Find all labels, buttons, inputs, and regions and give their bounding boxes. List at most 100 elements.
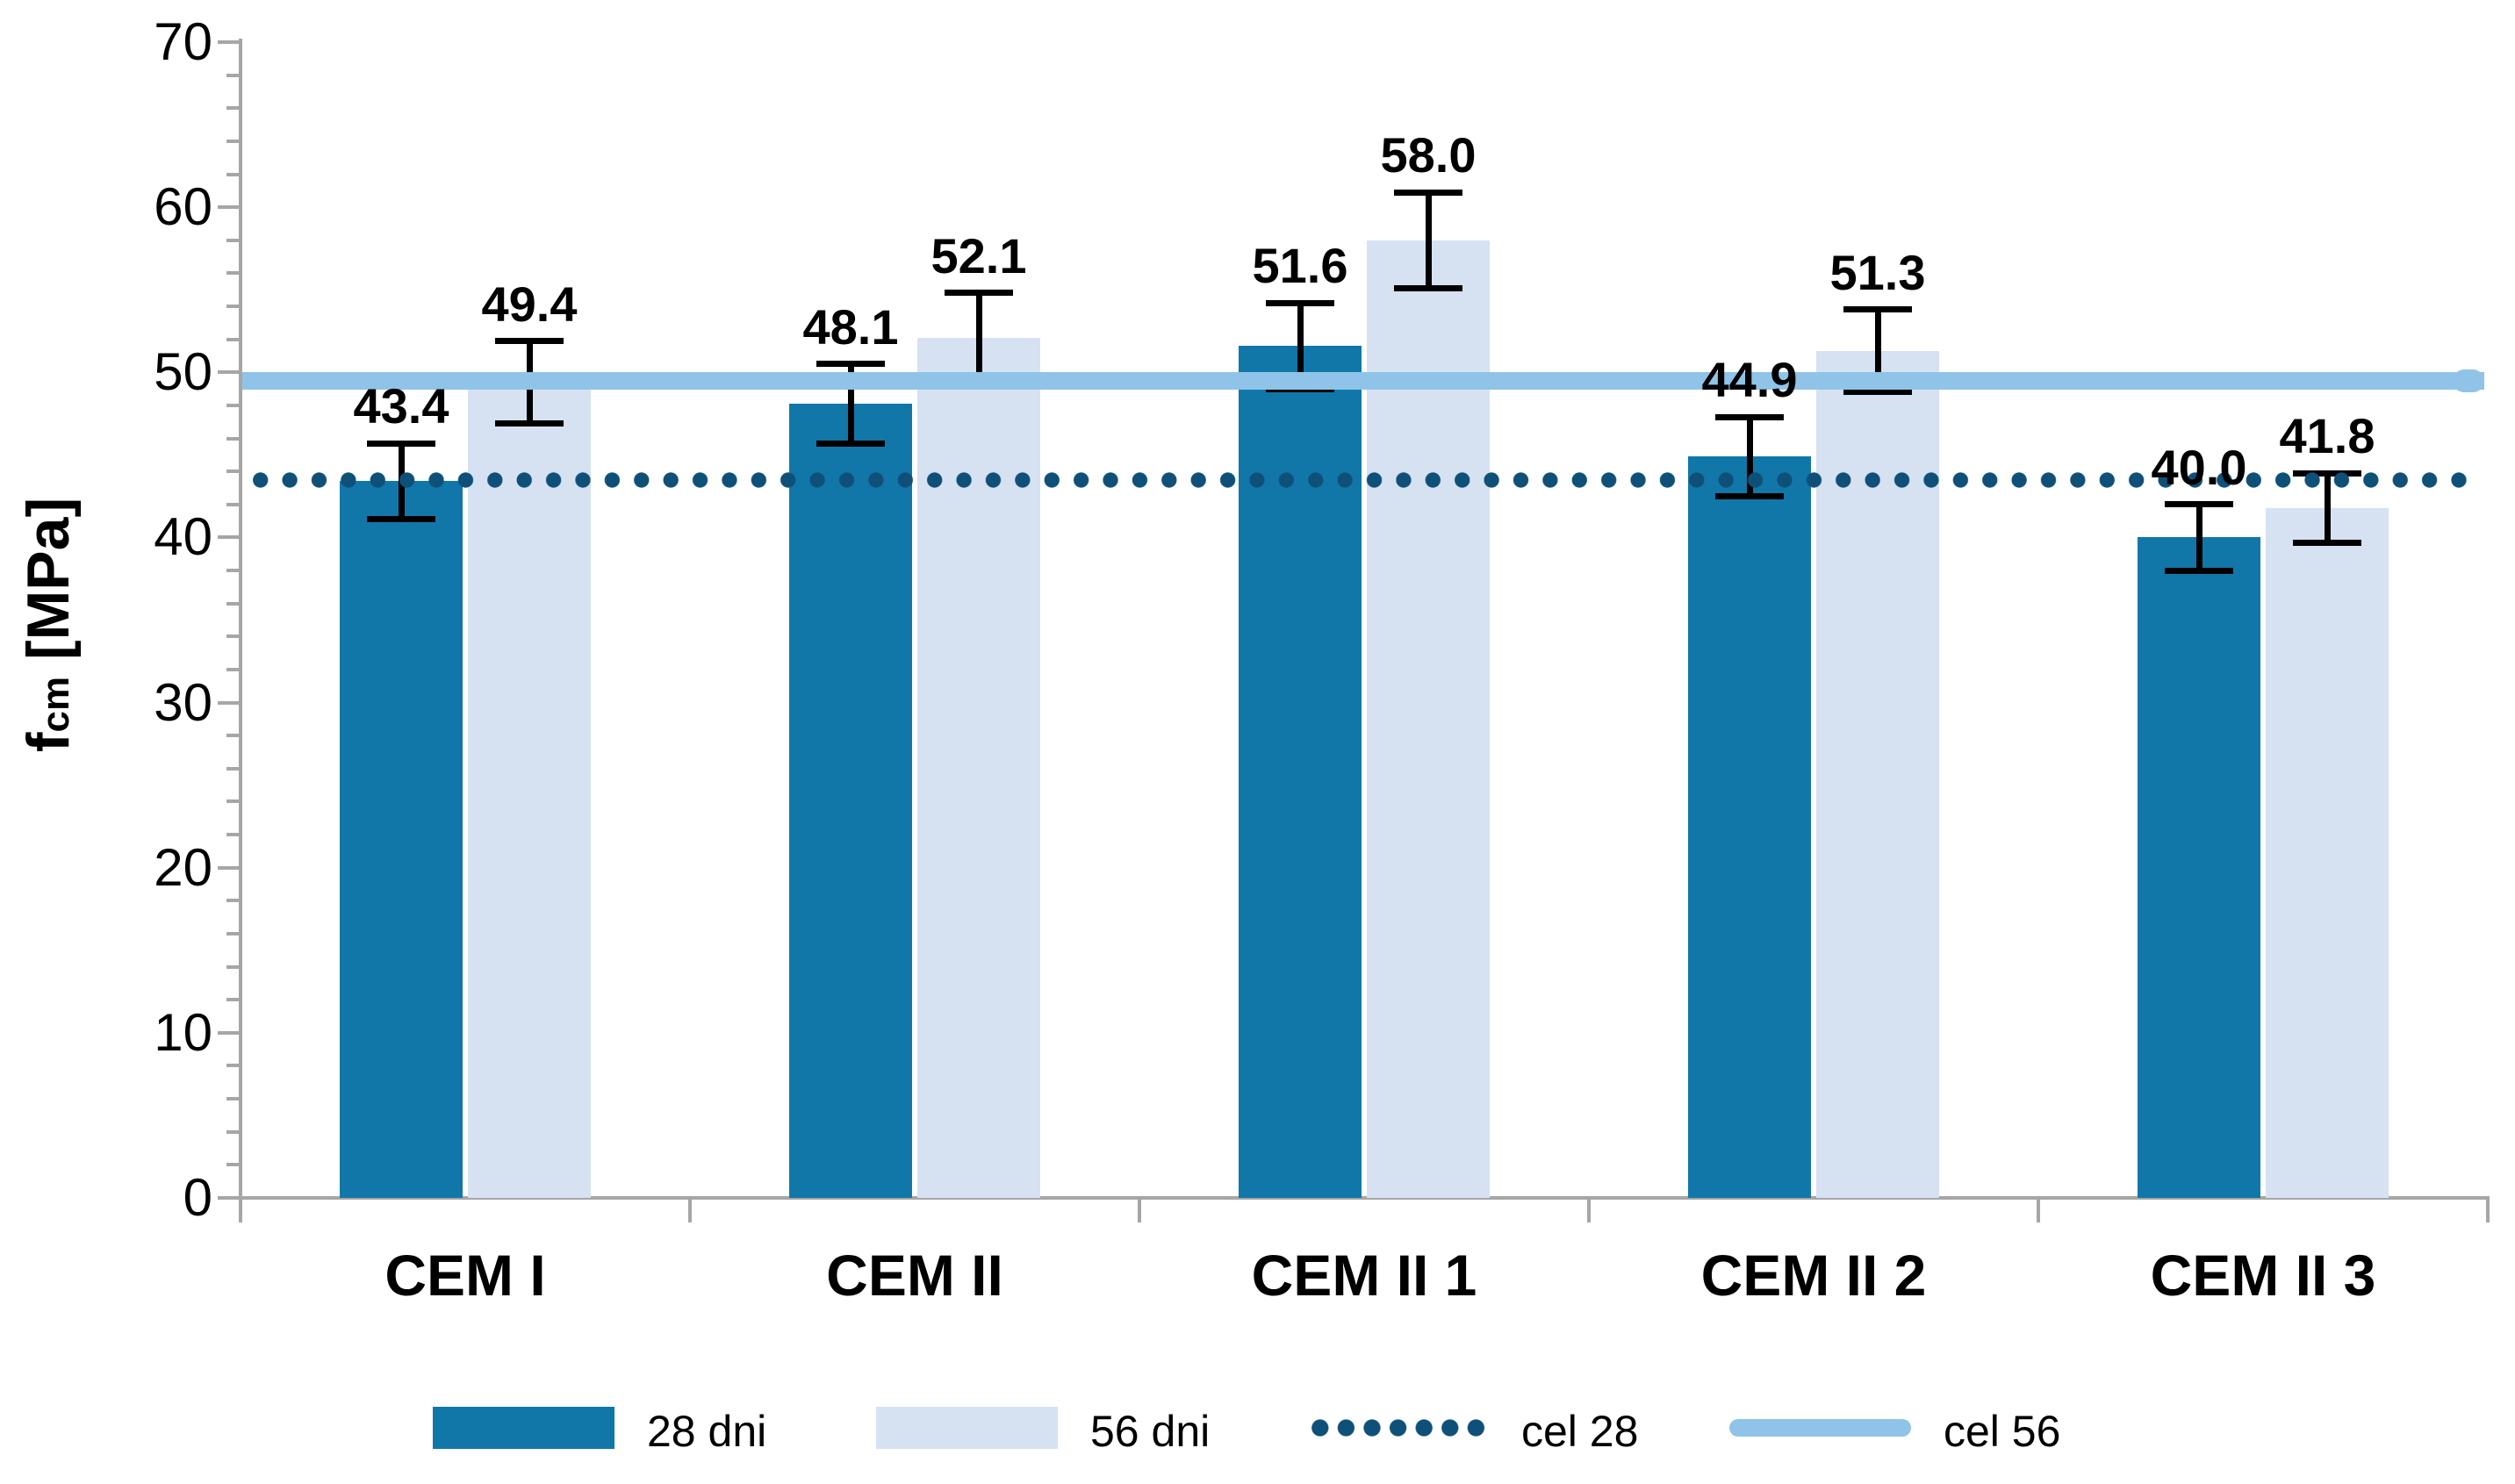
y-tick-label: 70 (154, 12, 212, 71)
bar-56dni-CEM-II-2 (1816, 350, 1939, 1198)
y-tick-label: 0 (183, 1168, 212, 1227)
data-label-28dni-CEM-II-1: 51.6 (1252, 238, 1348, 294)
y-minor-tick (226, 436, 241, 441)
y-minor-tick (226, 601, 241, 606)
error-bar-line (1425, 192, 1432, 289)
data-label-56dni-CEM-II-2: 51.3 (1829, 244, 1926, 300)
error-bar-cap-bottom (816, 440, 885, 447)
y-minor-tick (226, 998, 241, 1002)
y-axis-title-base: f (15, 732, 82, 753)
error-bar-cap-top (1266, 299, 1334, 306)
legend-label-cel-56: cel 56 (1944, 1407, 2061, 1456)
y-minor-tick (226, 766, 241, 771)
x-tick (688, 1198, 692, 1222)
error-bar-cap-bottom (1715, 492, 1784, 499)
y-minor-tick (226, 403, 241, 407)
data-label-28dni-CEM-I: 43.4 (353, 378, 449, 434)
error-bar-cap-top (2165, 501, 2233, 508)
y-minor-tick (226, 634, 241, 639)
data-label-28dni-CEM-II-2: 44.9 (1701, 352, 1798, 408)
y-tick-label: 40 (154, 507, 212, 567)
y-minor-tick (226, 833, 241, 837)
ref-line-cel-28 (246, 471, 2475, 488)
y-tick-label: 10 (154, 1002, 212, 1062)
data-label-28dni-CEM-II: 48.1 (802, 298, 899, 355)
error-bar-cap-top (945, 290, 1013, 297)
data-label-56dni-CEM-II: 52.1 (931, 227, 1027, 283)
legend-swatch-cel-28 (1307, 1419, 1489, 1437)
legend-swatch-56-dni (876, 1407, 1058, 1449)
y-minor-tick (226, 139, 241, 143)
bar-28dni-CEM-II (789, 404, 912, 1198)
y-minor-tick (226, 238, 241, 242)
error-bar-cap-bottom (495, 420, 564, 427)
error-bar-cap-bottom (1394, 284, 1462, 291)
y-major-tick (218, 1196, 241, 1200)
legend-swatch-cel-56 (1729, 1419, 1911, 1437)
x-tick (1138, 1198, 1141, 1222)
y-minor-tick (226, 1129, 241, 1134)
x-tick (2037, 1198, 2040, 1222)
error-bar-line (1297, 303, 1304, 390)
y-minor-tick (226, 271, 241, 276)
y-minor-tick (226, 931, 241, 936)
error-bar-cap-top (816, 361, 885, 368)
y-major-tick (218, 535, 241, 540)
x-category-label-CEM-II-2: CEM II 2 (1700, 1243, 1927, 1308)
y-major-tick (218, 865, 241, 870)
y-minor-tick (226, 305, 241, 309)
error-bar-line (2195, 504, 2202, 571)
y-minor-tick (226, 106, 241, 111)
bar-28dni-CEM-II-1 (1239, 346, 1362, 1198)
error-bar-cap-top (367, 440, 435, 447)
data-label-28dni-CEM-II-3: 40.0 (2151, 439, 2247, 495)
legend-label-56-dni: 56 dni (1090, 1407, 1211, 1456)
y-minor-tick (226, 1064, 241, 1068)
error-bar-cap-top (495, 338, 564, 345)
data-label-56dni-CEM-II-3: 41.8 (2279, 408, 2375, 464)
x-category-label-CEM-II-3: CEM II 3 (2150, 1243, 2376, 1308)
bar-56dni-CEM-II-3 (2266, 507, 2389, 1198)
x-tick (2486, 1198, 2490, 1222)
y-minor-tick (226, 964, 241, 969)
bar-28dni-CEM-II-3 (2138, 537, 2260, 1198)
bar-28dni-CEM-I (340, 481, 463, 1198)
error-bar-line (847, 363, 854, 444)
x-tick (239, 1198, 242, 1222)
y-minor-tick (226, 1097, 241, 1101)
error-bar-cap-bottom (367, 516, 435, 523)
legend-label-cel-28: cel 28 (1521, 1407, 1639, 1456)
data-label-56dni-CEM-II-1: 58.0 (1380, 127, 1477, 183)
error-bar-cap-bottom (1843, 389, 1912, 396)
y-minor-tick (226, 899, 241, 903)
y-minor-tick (226, 667, 241, 671)
y-major-tick (218, 700, 241, 705)
y-tick-label: 50 (154, 342, 212, 402)
y-major-tick (218, 1030, 241, 1035)
bar-56dni-CEM-I (468, 382, 591, 1198)
data-label-56dni-CEM-I: 49.4 (481, 276, 578, 332)
legend-swatch-28-dni (433, 1407, 614, 1449)
y-major-tick (218, 370, 241, 375)
error-bar-cap-top (1394, 189, 1462, 196)
y-tick-label: 20 (154, 837, 212, 897)
x-tick (1587, 1198, 1591, 1222)
y-minor-tick (226, 1163, 241, 1167)
y-axis-line (239, 39, 242, 1222)
y-minor-tick (226, 569, 241, 573)
y-major-tick (218, 40, 241, 44)
bar-56dni-CEM-II (917, 337, 1040, 1198)
error-bar-cap-bottom (2293, 539, 2361, 546)
legend-label-28-dni: 28 dni (647, 1407, 767, 1456)
y-tick-label: 60 (154, 177, 212, 237)
x-category-label-CEM-II: CEM II (826, 1243, 1003, 1308)
error-bar-cap-top (1715, 413, 1784, 420)
y-minor-tick (226, 799, 241, 804)
bar-28dni-CEM-II-2 (1688, 456, 1811, 1198)
error-bar-cap-bottom (2165, 567, 2233, 574)
x-category-label-CEM-II-1: CEM II 1 (1251, 1243, 1477, 1308)
bar-56dni-CEM-II-1 (1367, 240, 1490, 1198)
error-bar-line (2324, 473, 2331, 543)
error-bar-cap-top (1843, 306, 1912, 313)
y-minor-tick (226, 337, 241, 341)
